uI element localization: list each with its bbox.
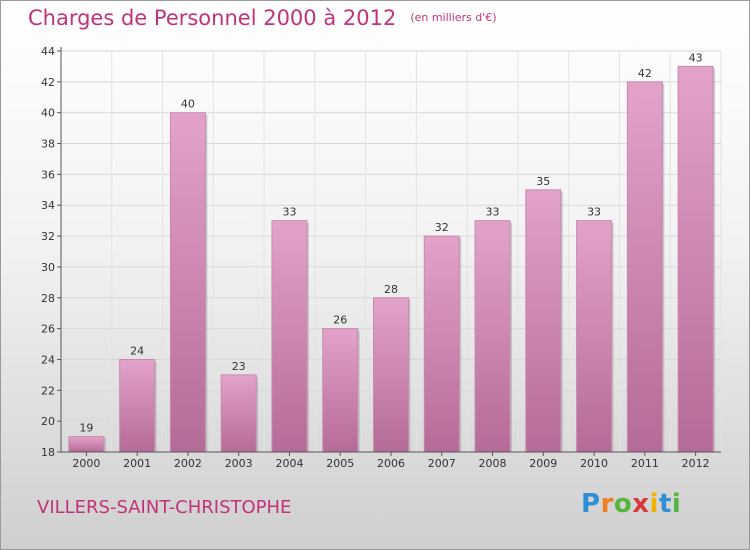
logo-letter: t (658, 489, 672, 519)
x-tick-label: 2009 (529, 457, 557, 470)
x-tick-label: 2002 (174, 457, 202, 470)
x-tick-label: 2011 (631, 457, 659, 470)
proxiti-logo: Proxiti (581, 489, 681, 519)
data-labels: 19 24 40 23 33 26 28 32 33 35 33 42 43 (79, 51, 702, 434)
chart-title: Charges de Personnel 2000 à 2012 (en mill… (28, 6, 497, 30)
data-label: 19 (79, 422, 93, 435)
data-label: 24 (130, 344, 144, 357)
bar (626, 81, 663, 453)
bar (68, 436, 105, 453)
y-tick-label: 18 (41, 446, 55, 459)
x-tick-label: 2007 (428, 457, 456, 470)
bar (271, 220, 308, 453)
data-label: 33 (587, 206, 601, 219)
y-tick-label: 30 (41, 261, 55, 274)
y-tick-label: 44 (41, 45, 55, 58)
y-tick-label: 36 (41, 168, 55, 181)
y-tick-label: 22 (41, 384, 55, 397)
data-label: 40 (181, 98, 195, 111)
y-tick-label: 28 (41, 292, 55, 305)
y-tick-label: 42 (41, 76, 55, 89)
logo-letter: o (613, 489, 633, 519)
bar (423, 235, 460, 453)
x-tick-label: 2005 (326, 457, 354, 470)
data-label: 26 (333, 314, 347, 327)
x-tick-label: 2012 (682, 457, 710, 470)
logo-letter: i (671, 489, 682, 519)
logo-letter: r (600, 489, 614, 519)
y-tick-label: 40 (41, 107, 55, 120)
bar (373, 297, 409, 453)
bar (220, 374, 257, 453)
x-tick-label: 2001 (123, 457, 151, 470)
bar (677, 65, 714, 453)
data-label: 33 (282, 206, 296, 219)
y-tick-label: 32 (41, 230, 55, 243)
data-label: 33 (486, 206, 500, 219)
title-text: Charges de Personnel 2000 à 2012 (28, 6, 397, 30)
data-label: 43 (689, 51, 703, 64)
y-tick-label: 38 (41, 138, 55, 151)
bar (576, 220, 613, 453)
y-tick-label: 26 (41, 323, 55, 336)
commune-name: VILLERS-SAINT-CHRISTOPHE (37, 497, 292, 518)
x-tick-label: 2003 (225, 457, 253, 470)
y-tick-label: 34 (41, 199, 55, 212)
x-tick-label: 2000 (72, 457, 100, 470)
title-unit: (en milliers d'€) (410, 11, 497, 24)
logo-letter: i (649, 489, 659, 519)
bar (119, 358, 156, 453)
x-tick-label: 2008 (479, 457, 507, 470)
x-tick-label: 2010 (580, 457, 608, 470)
logo-letter: P (581, 489, 601, 519)
x-tick-label: 2004 (275, 457, 303, 470)
bars (68, 65, 716, 453)
bar (169, 112, 206, 453)
data-label: 42 (638, 67, 652, 80)
y-tick-label: 24 (41, 353, 55, 366)
bar (474, 220, 511, 453)
logo-letter: x (632, 489, 650, 519)
data-label: 35 (536, 175, 550, 188)
bar (322, 328, 359, 453)
axes: 18 20 22 24 26 28 30 32 34 36 38 40 42 44 2000 2001 2002… (41, 45, 721, 470)
data-label: 28 (384, 283, 398, 296)
data-label: 32 (435, 221, 449, 234)
data-label: 23 (232, 360, 246, 373)
bar (525, 189, 562, 453)
x-tick-label: 2006 (377, 457, 405, 470)
y-tick-label: 20 (41, 415, 55, 428)
